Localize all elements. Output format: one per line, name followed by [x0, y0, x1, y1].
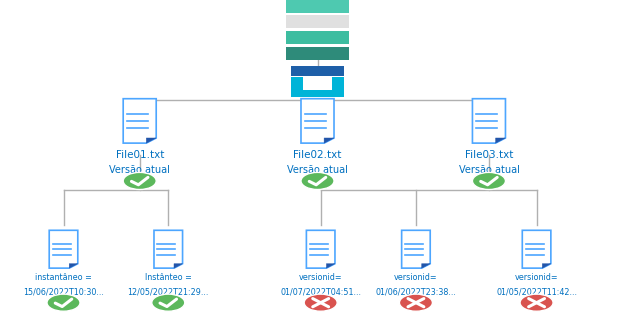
- FancyBboxPatch shape: [290, 66, 344, 76]
- Text: Versão atual: Versão atual: [109, 164, 170, 174]
- FancyBboxPatch shape: [290, 90, 344, 97]
- Circle shape: [123, 172, 156, 190]
- Polygon shape: [472, 99, 505, 143]
- Text: instantâneo =: instantâneo =: [35, 273, 92, 282]
- FancyBboxPatch shape: [290, 77, 304, 97]
- FancyBboxPatch shape: [286, 0, 349, 13]
- Text: 12/05/2022T21:29...: 12/05/2022T21:29...: [128, 288, 209, 297]
- FancyBboxPatch shape: [286, 15, 349, 28]
- Text: versionid=: versionid=: [394, 273, 438, 282]
- Polygon shape: [69, 264, 78, 268]
- Text: File01.txt: File01.txt: [116, 150, 164, 160]
- Polygon shape: [174, 264, 183, 268]
- Text: 01/05/2022T11:42...: 01/05/2022T11:42...: [496, 288, 577, 297]
- Circle shape: [152, 294, 185, 311]
- Polygon shape: [522, 230, 551, 268]
- Polygon shape: [301, 99, 334, 143]
- Polygon shape: [50, 230, 78, 268]
- Text: 01/06/2022T23:38...: 01/06/2022T23:38...: [375, 288, 457, 297]
- Text: Instânteo =: Instânteo =: [145, 273, 192, 282]
- Text: File02.txt: File02.txt: [293, 150, 342, 160]
- Circle shape: [304, 294, 337, 311]
- Polygon shape: [123, 99, 156, 143]
- Text: File03.txt: File03.txt: [465, 150, 513, 160]
- Circle shape: [301, 172, 334, 190]
- Circle shape: [520, 294, 553, 311]
- Polygon shape: [326, 264, 335, 268]
- Text: 15/06/2022T10:30...: 15/06/2022T10:30...: [23, 288, 104, 297]
- Circle shape: [472, 172, 505, 190]
- Text: 01/07/2022T04:51...: 01/07/2022T04:51...: [280, 288, 361, 297]
- Polygon shape: [422, 264, 431, 268]
- Polygon shape: [495, 138, 505, 143]
- Polygon shape: [306, 230, 335, 268]
- Polygon shape: [402, 230, 431, 268]
- Circle shape: [399, 294, 432, 311]
- Circle shape: [47, 294, 80, 311]
- Text: Versão atual: Versão atual: [458, 164, 519, 174]
- Text: versionid=: versionid=: [299, 273, 342, 282]
- Polygon shape: [542, 264, 551, 268]
- FancyBboxPatch shape: [286, 31, 349, 44]
- FancyBboxPatch shape: [286, 47, 349, 60]
- Polygon shape: [324, 138, 334, 143]
- Text: Versão atual: Versão atual: [287, 164, 348, 174]
- Polygon shape: [154, 230, 183, 268]
- Polygon shape: [146, 138, 156, 143]
- Text: versionid=: versionid=: [515, 273, 558, 282]
- FancyBboxPatch shape: [331, 77, 344, 97]
